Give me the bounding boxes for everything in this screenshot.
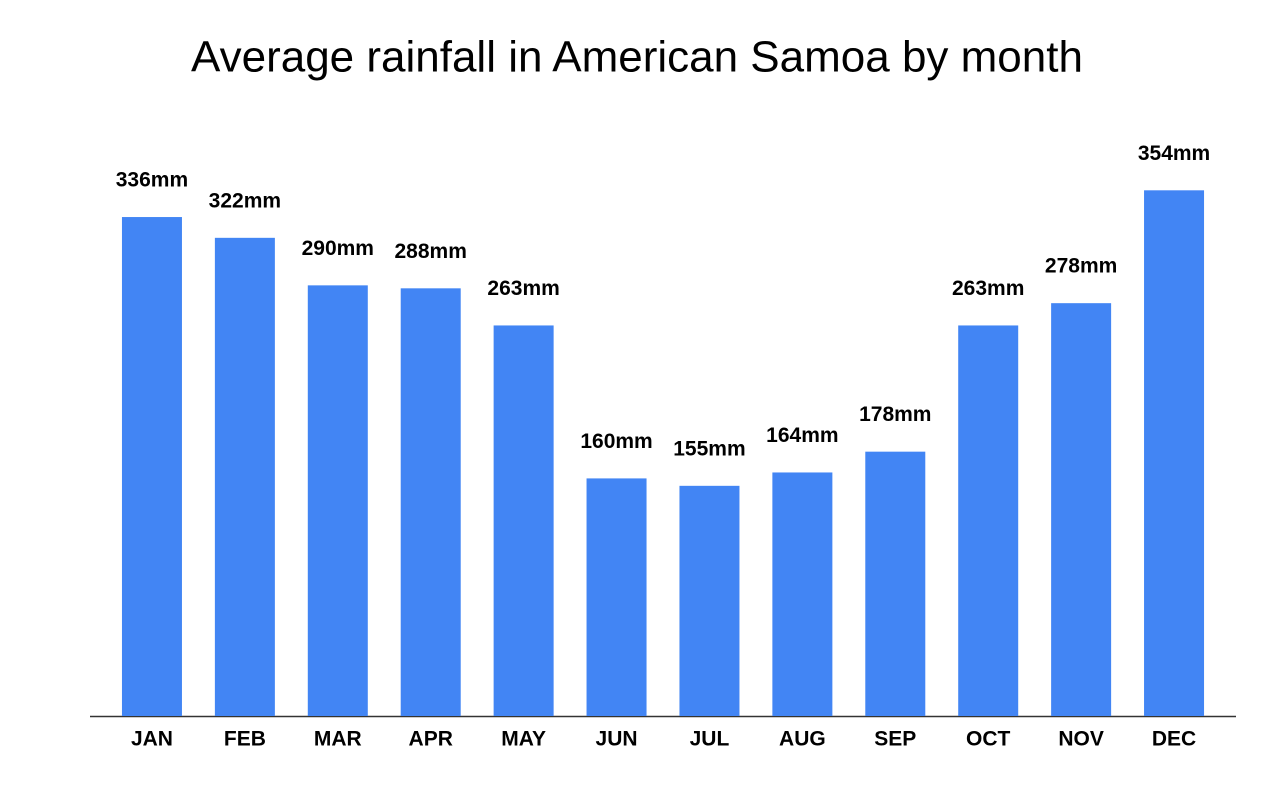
value-label: 155mm bbox=[673, 437, 745, 460]
x-tick-label: JAN bbox=[131, 728, 173, 751]
bar bbox=[214, 237, 275, 716]
x-tick-label: JUL bbox=[690, 728, 730, 751]
x-tick-label: FEB bbox=[224, 728, 266, 751]
value-label: 354mm bbox=[1138, 142, 1210, 165]
x-tick-label: JUN bbox=[596, 728, 638, 751]
chart-title: Average rainfall in American Samoa by mo… bbox=[191, 33, 1083, 82]
bar bbox=[679, 485, 740, 716]
x-tick-label: SEP bbox=[874, 728, 916, 751]
value-label: 278mm bbox=[1045, 255, 1117, 278]
bar bbox=[865, 451, 926, 716]
bar bbox=[1144, 190, 1205, 716]
value-label: 178mm bbox=[859, 403, 931, 426]
x-tick-label: OCT bbox=[966, 728, 1011, 751]
bar bbox=[307, 285, 368, 716]
bar bbox=[121, 217, 182, 717]
x-tick-label: NOV bbox=[1058, 728, 1104, 751]
bar bbox=[772, 472, 833, 716]
value-label: 336mm bbox=[116, 169, 188, 192]
value-label: 160mm bbox=[580, 430, 652, 453]
value-label: 263mm bbox=[952, 277, 1024, 300]
value-label: 164mm bbox=[766, 424, 838, 447]
bar bbox=[1051, 303, 1112, 716]
x-tick-label: DEC bbox=[1152, 728, 1196, 751]
bar bbox=[493, 325, 554, 716]
value-label: 322mm bbox=[209, 189, 281, 212]
value-label: 288mm bbox=[395, 240, 467, 263]
value-label: 263mm bbox=[487, 277, 559, 300]
x-tick-label: APR bbox=[409, 728, 453, 751]
bar bbox=[586, 478, 647, 716]
x-tick-label: AUG bbox=[779, 728, 826, 751]
bar bbox=[400, 288, 461, 716]
bar bbox=[958, 325, 1019, 716]
x-tick-label: MAY bbox=[501, 728, 546, 751]
x-tick-label: MAR bbox=[314, 728, 362, 751]
value-label: 290mm bbox=[302, 237, 374, 260]
